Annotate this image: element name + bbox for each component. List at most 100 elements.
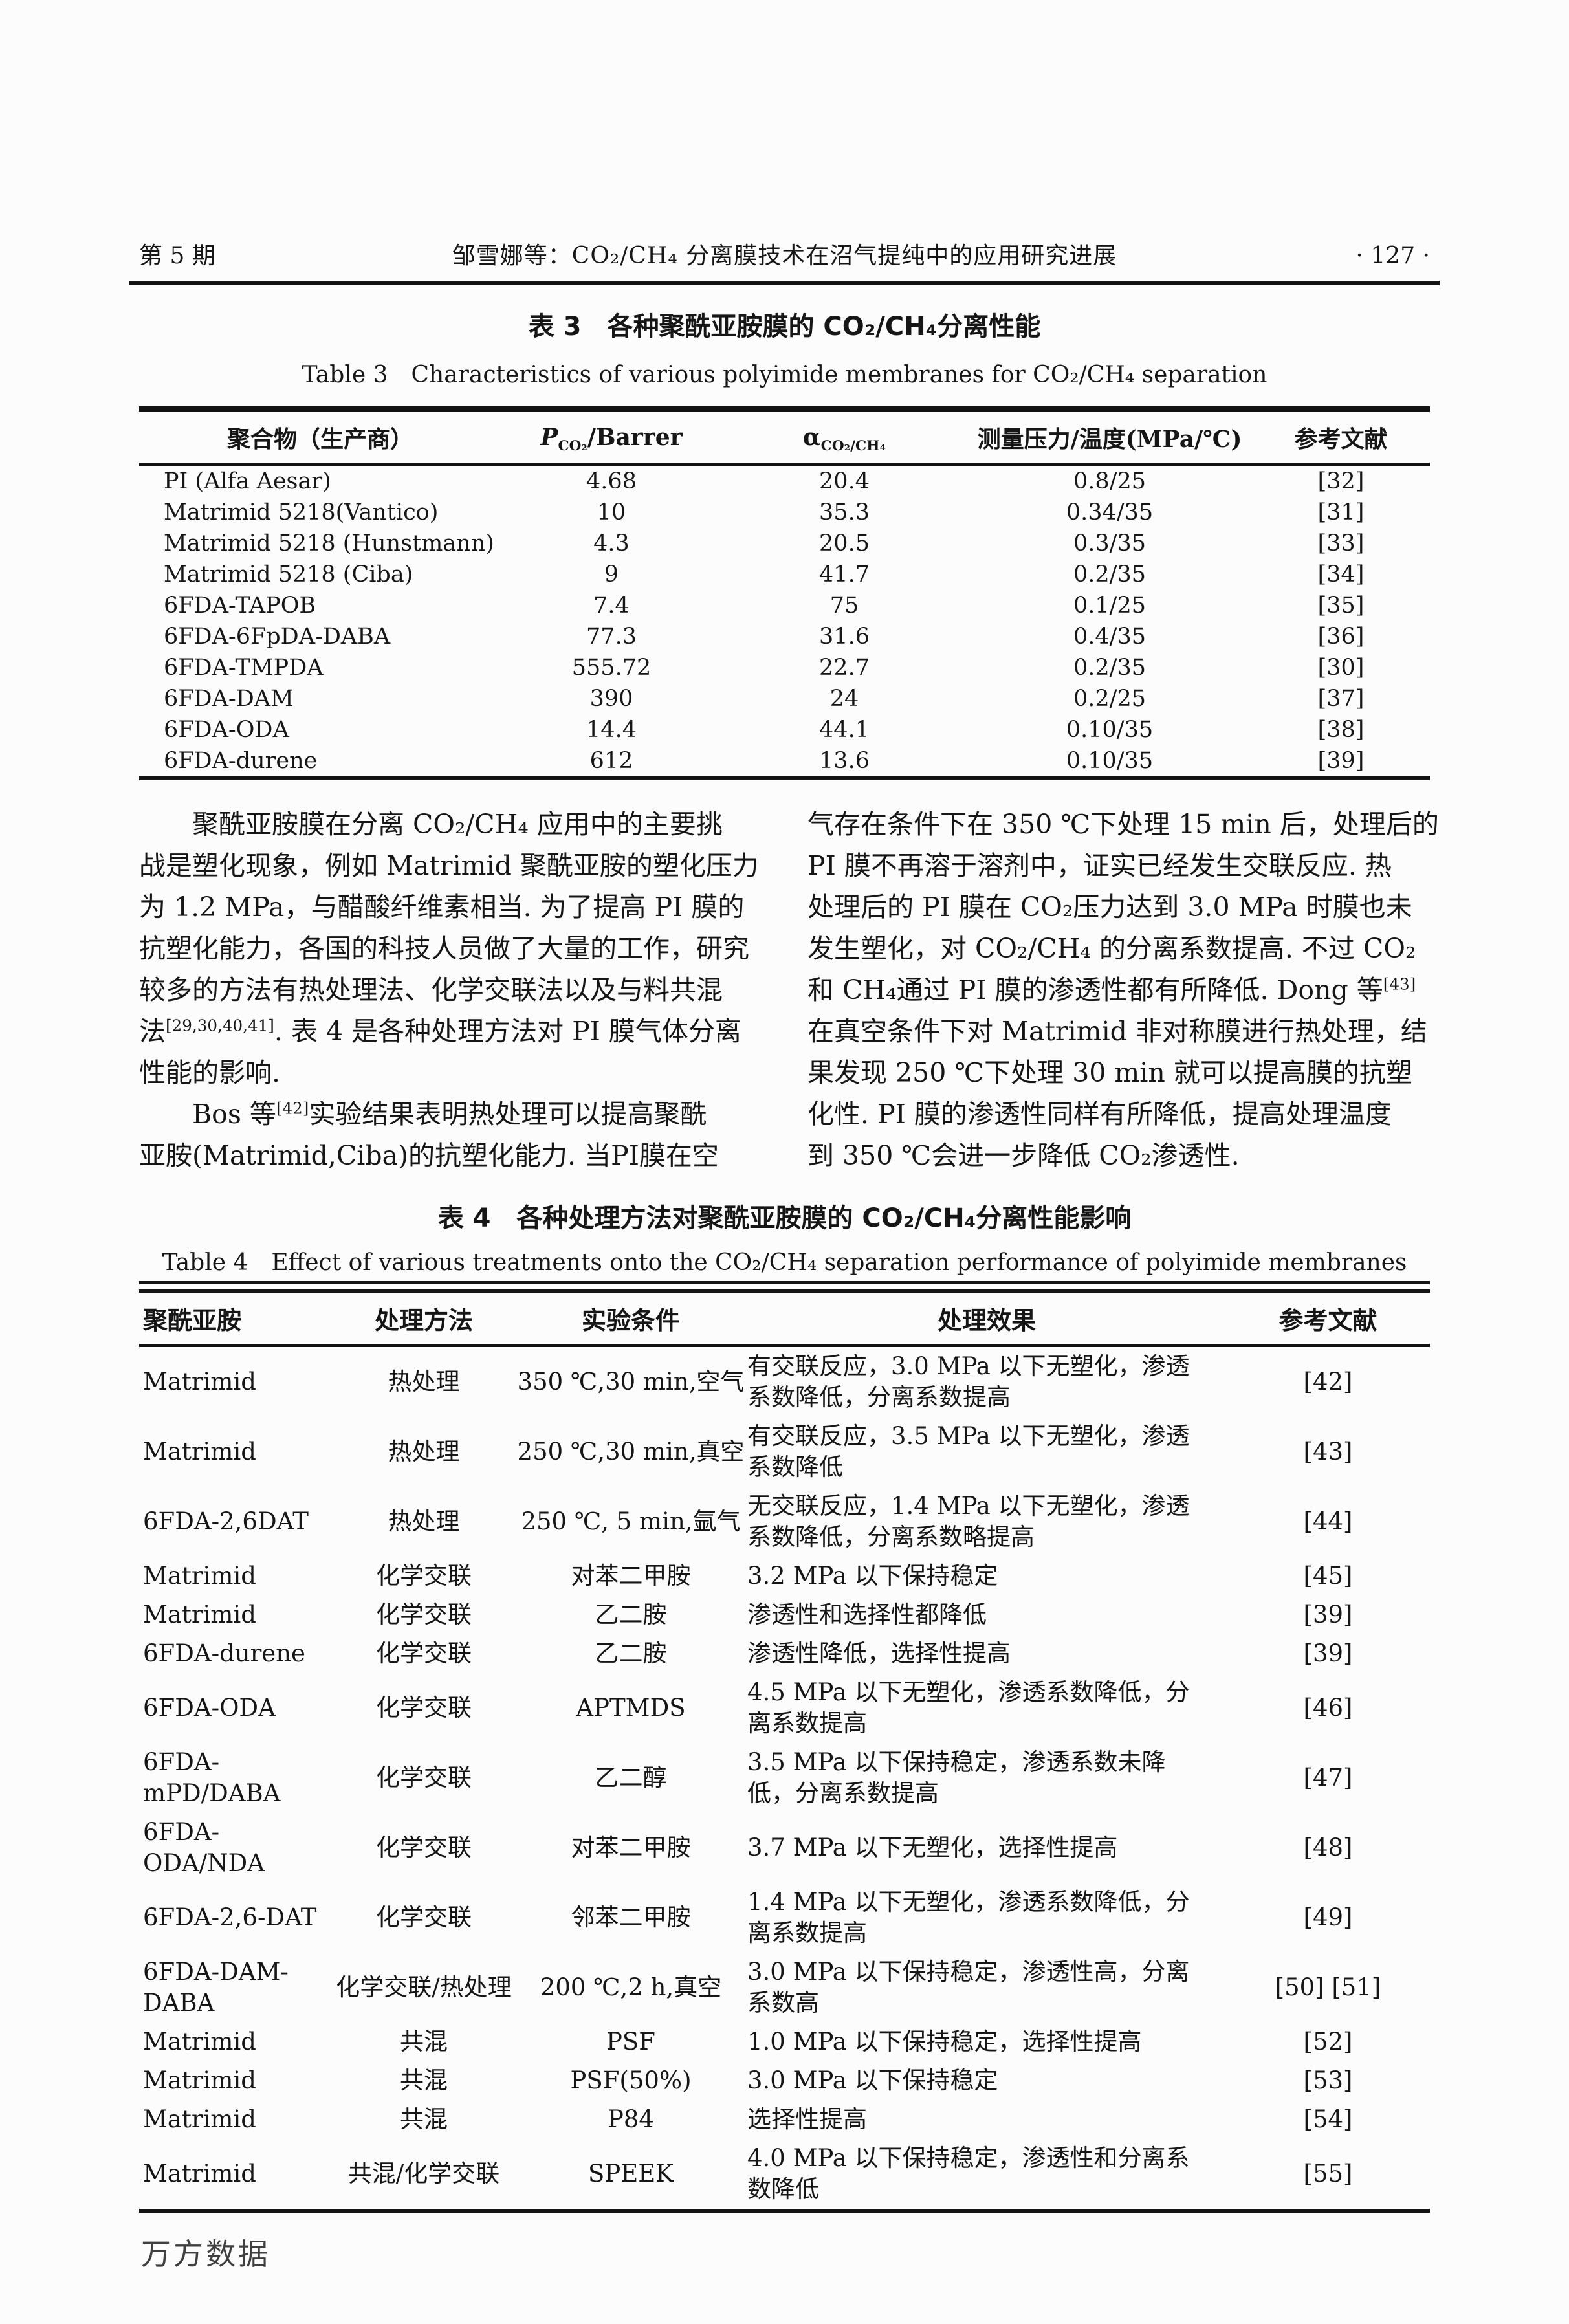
polyimide-cell: 6FDA-ODA [143,1694,276,1722]
polyimide-cell: Matrimid [143,2028,256,2055]
header-rule [129,281,1440,285]
table-row: Matrimid 化学交联 对苯二甲胺 3.2 MPa 以下保持稳定 [45] [139,1557,1430,1595]
method-cell: 化学交联 [376,1903,472,1931]
effect-cell: 3.2 MPa 以下保持稳定 [747,1562,998,1590]
pressure-temp-cell: 0.10/35 [1066,717,1154,743]
reference-cell: [52] [1303,2028,1353,2055]
method-cell: 共混 [400,2028,448,2055]
condition-cell: 250 ℃, 5 min,氩气 [521,1507,741,1535]
effect-cell: 渗透性降低，选择性提高 [747,1639,1011,1667]
table4-body: Matrimid 热处理 350 ℃,30 min,空气 有交联反应，3.0 MPa … [139,1347,1430,2209]
reference-cell: [39] [1303,1601,1353,1628]
table3-header-rule [139,463,1430,466]
reference-cell: [32] [1317,468,1365,494]
effect-cell: 渗透性和选择性都降低 [747,1601,987,1628]
table-row: Matrimid 共混 PSF 1.0 MPa 以下保持稳定，选择性提高 [52] [139,2023,1430,2061]
pressure-temp-header: 测量压力/温度(MPa/℃) [977,426,1242,453]
condition-cell: P84 [608,2105,654,2133]
pressure-temp-cell: 0.10/35 [1066,748,1154,774]
text-line: 到 350 ℃会进一步降低 CO₂渗透性. [807,1140,1240,1171]
table-row: Matrimid 共混 PSF(50%) 3.0 MPa 以下保持稳定 [53] [139,2061,1430,2100]
effect-cell: 有交联反应，3.5 MPa 以下无塑化，渗透系数降低 [747,1422,1190,1481]
selectivity-cell: 75 [829,593,859,619]
condition-cell: SPEEK [588,2160,674,2187]
text-line: 和 CH₄通过 PI 膜的渗透性都有所降低. Dong 等[43] [807,974,1416,1005]
table4-header-row: 聚酰亚胺 处理方法 实验条件 处理效果 参考文献 [139,1293,1430,1344]
polyimide-cell: 6FDA-DAM-DABA [143,1958,289,2017]
table3-caption-en: Table 3 Characteristics of various polyi… [302,362,1267,388]
method-cell: 化学交联 [376,1764,472,1792]
pressure-temp-cell: 0.2/35 [1073,655,1146,681]
reference-cell: [54] [1303,2105,1353,2133]
table3-top-rule [139,406,1430,412]
page-header: 第 5 期 邹雪娜等：CO₂/CH₄ 分离膜技术在沼气提纯中的应用研究进展 · … [139,237,1430,270]
text-line: 亚胺(Matrimid,Ciba)的抗塑化能力. 当PI膜在空 [139,1140,719,1171]
reference-cell: [48] [1303,1834,1353,1861]
polymer-cell: PI (Alfa Aesar) [164,468,331,494]
reference-cell: [36] [1317,624,1365,650]
permeability-cell: 4.3 [593,531,630,556]
text-line: 化性. PI 膜的渗透性同样有所降低，提高处理温度 [807,1099,1392,1130]
pressure-temp-cell: 0.8/25 [1073,468,1146,494]
polymer-cell: 6FDA-ODA [164,717,289,743]
polyimide-cell: 6FDA-durene [143,1639,305,1667]
polyimide-cell: Matrimid [143,2066,256,2094]
polymer-header: 聚合物（生产商） [226,426,413,453]
table-row: PI (Alfa Aesar) 4.68 20.4 0.8/25 [32] [139,466,1430,497]
effect-cell: 1.0 MPa 以下保持稳定，选择性提高 [747,2028,1142,2055]
effect-cell: 有交联反应，3.0 MPa 以下无塑化，渗透系数降低，分离系数提高 [747,1352,1190,1411]
reference-header: 参考文献 [1278,1306,1377,1335]
method-cell: 化学交联 [376,1694,472,1722]
polyimide-cell: 6FDA-ODA/NDA [143,1818,265,1877]
polyimide-cell: 6FDA-2,6DAT [143,1507,309,1535]
polymer-cell: 6FDA-TAPOB [164,593,316,619]
method-cell: 共混 [400,2066,448,2094]
condition-cell: 250 ℃,30 min,真空 [517,1438,745,1465]
reference-cell: [49] [1303,1903,1353,1931]
table-row: Matrimid 共混 P84 选择性提高 [54] [139,2100,1430,2139]
reference-cell: [34] [1317,562,1365,587]
pressure-temp-cell: 0.3/35 [1073,531,1146,556]
table4-caption-zh: 表 4 各种处理方法对聚酰亚胺膜的 CO₂/CH₄分离性能影响 [437,1203,1132,1233]
header-page-number: · 127 · [1355,243,1431,269]
effect-cell: 3.7 MPa 以下无塑化，选择性提高 [747,1834,1118,1861]
table-row: 6FDA-durene 化学交联 乙二胺 渗透性降低，选择性提高 [39] [139,1634,1430,1673]
method-cell: 热处理 [388,1438,460,1465]
effect-header: 处理效果 [937,1306,1036,1335]
effect-cell: 无交联反应，1.4 MPa 以下无塑化，渗透系数降低，分离系数略提高 [747,1492,1190,1551]
permeability-cell: 390 [589,686,633,712]
table4-top-rule-gap [139,1284,1430,1289]
table-row: 6FDA-TAPOB 7.4 75 0.1/25 [35] [139,590,1430,621]
table-row: 6FDA-ODA 化学交联 APTMDS 4.5 MPa 以下无塑化，渗透系数降低，分… [139,1673,1430,1743]
effect-cell: 选择性提高 [747,2105,867,2133]
condition-cell: 对苯二甲胺 [571,1562,691,1590]
polyimide-cell: 6FDA-2,6-DAT [143,1903,317,1931]
reference-cell: [39] [1303,1639,1353,1667]
method-cell: 热处理 [388,1368,460,1396]
method-cell: 化学交联 [376,1601,472,1628]
permeability-cell: 7.4 [593,593,630,619]
pressure-temp-cell: 0.2/35 [1073,562,1146,587]
reference-cell: [55] [1303,2160,1353,2187]
method-cell: 共混/化学交联 [347,2160,500,2187]
text-line: 为 1.2 MPa，与醋酸纤维素相当. 为了提高 PI 膜的 [139,892,745,923]
table-row: Matrimid 化学交联 乙二胺 渗透性和选择性都降低 [39] [139,1595,1430,1634]
reference-cell: [44] [1303,1507,1353,1535]
condition-cell: PSF(50%) [570,2066,692,2094]
text-line: PI 膜不再溶于溶剂中，证实已经发生交联反应. 热 [807,850,1392,881]
header-issue: 第 5 期 [139,243,215,269]
method-header: 处理方法 [374,1306,473,1335]
effect-cell: 4.0 MPa 以下保持稳定，渗透性和分离系数降低 [747,2144,1190,2203]
text-line: 法[29,30,40,41]. 表 4 是各种处理方法对 PI 膜气体分离 [139,1016,741,1047]
reference-cell: [30] [1317,655,1365,681]
reference-header: 参考文献 [1294,426,1388,453]
reference-cell: [43] [1303,1438,1353,1465]
selectivity-cell: 20.4 [819,468,870,494]
table-row: 6FDA-DAM-DABA 化学交联/热处理 200 ℃,2 h,真空 3.0 MPa… [139,1953,1430,2023]
polyimide-header: 聚酰亚胺 [143,1306,242,1335]
reference-cell: [53] [1303,2066,1353,2094]
table-row: Matrimid 5218(Vantico) 10 35.3 0.34/35 [31] [139,497,1430,528]
condition-cell: 乙二胺 [595,1601,667,1628]
permeability-header: PCO₂/Barrer [540,424,683,455]
